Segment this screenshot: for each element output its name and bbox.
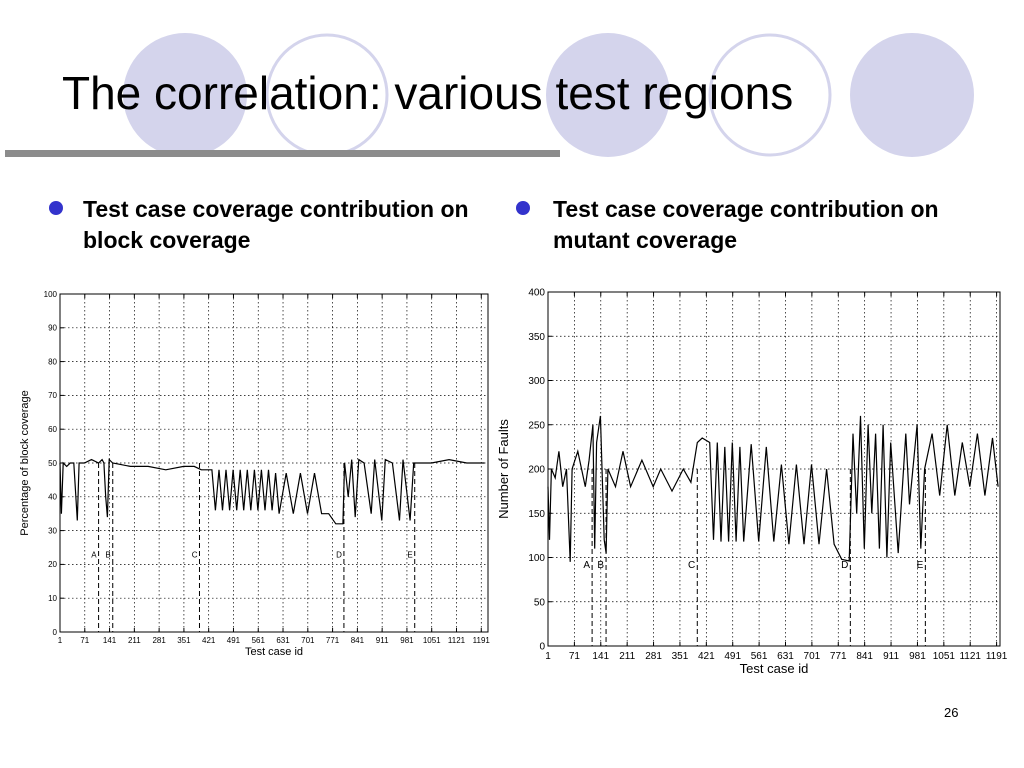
x-tick-label: 351 [672, 651, 689, 662]
y-tick-label: 250 [528, 420, 545, 431]
x-tick-label: 631 [777, 651, 794, 662]
region-label: B [105, 551, 110, 560]
x-axis-label: Test case id [245, 646, 303, 658]
y-tick-label: 300 [528, 376, 545, 387]
x-tick-label: 841 [351, 636, 365, 645]
x-tick-label: 211 [619, 651, 635, 662]
x-tick-label: 631 [276, 636, 290, 645]
x-axis-label: Test case id [740, 661, 809, 676]
y-tick-label: 20 [48, 560, 57, 569]
region-label: C [192, 551, 198, 560]
x-tick-label: 1051 [423, 636, 441, 645]
x-tick-label: 911 [376, 636, 389, 645]
x-tick-label: 281 [645, 651, 662, 662]
x-tick-label: 1121 [959, 651, 981, 662]
x-tick-label: 1 [545, 651, 551, 662]
x-tick-label: 1191 [986, 651, 1008, 662]
bullet-dot [516, 201, 530, 215]
y-tick-label: 10 [48, 594, 57, 603]
x-tick-label: 911 [883, 651, 899, 662]
x-tick-label: 1051 [933, 651, 956, 662]
y-tick-label: 200 [528, 465, 545, 476]
x-tick-label: 211 [128, 636, 141, 645]
y-tick-label: 70 [48, 391, 57, 400]
region-label: A [91, 551, 97, 560]
region-label: B [597, 560, 604, 571]
x-tick-label: 351 [177, 636, 191, 645]
bullet-dot [49, 201, 63, 215]
x-tick-label: 701 [301, 636, 315, 645]
bullet: Test case coverage contribution on mutan… [553, 196, 939, 253]
x-tick-label: 561 [751, 651, 768, 662]
x-tick-label: 141 [103, 636, 117, 645]
circle [850, 33, 974, 157]
x-tick-label: 141 [592, 651, 609, 662]
y-tick-label: 80 [48, 357, 57, 366]
region-label: C [688, 560, 695, 571]
y-tick-label: 100 [528, 553, 545, 564]
y-tick-label: 90 [48, 324, 57, 333]
x-tick-label: 981 [400, 636, 414, 645]
x-tick-label: 71 [569, 651, 581, 662]
x-tick-label: 491 [724, 651, 741, 662]
y-tick-label: 60 [48, 425, 57, 434]
y-tick-label: 0 [53, 628, 58, 637]
region-label: D [336, 551, 342, 560]
x-tick-label: 1121 [448, 636, 466, 645]
data-line [547, 415, 999, 562]
circle [546, 33, 670, 157]
region-label: E [407, 551, 412, 560]
x-tick-label: 71 [80, 636, 89, 645]
y-axis-label: Percentage of block coverage [19, 390, 31, 536]
y-tick-label: 150 [528, 509, 545, 520]
data-line [59, 458, 485, 525]
y-axis-label: Number of Faults [496, 419, 511, 519]
y-tick-label: 50 [534, 597, 546, 608]
x-tick-label: 701 [804, 651, 821, 662]
y-tick-label: 100 [44, 290, 58, 299]
x-tick-label: 421 [202, 636, 216, 645]
x-tick-label: 281 [152, 636, 166, 645]
x-tick-label: 491 [227, 636, 241, 645]
x-tick-label: 841 [856, 651, 873, 662]
y-tick-label: 50 [48, 459, 57, 468]
x-tick-label: 1191 [473, 636, 491, 645]
y-tick-label: 0 [539, 642, 545, 653]
x-tick-label: 1 [58, 636, 63, 645]
region-label: D [841, 560, 848, 571]
page-number: 26 [944, 705, 959, 720]
y-tick-label: 400 [528, 288, 545, 299]
x-tick-label: 561 [252, 636, 266, 645]
circle [123, 33, 247, 157]
bullet: Test case coverage contribution on block… [83, 196, 469, 253]
x-tick-label: 981 [909, 651, 926, 662]
circle [708, 33, 832, 157]
region-label: E [917, 560, 924, 571]
y-tick-label: 350 [528, 332, 545, 343]
y-tick-label: 40 [48, 493, 57, 502]
x-tick-label: 421 [698, 651, 715, 662]
slide-title: The correlation: various test regions [62, 67, 794, 119]
x-tick-label: 771 [830, 651, 847, 662]
x-tick-label: 771 [326, 636, 340, 645]
y-tick-label: 30 [48, 526, 57, 535]
title-rule [5, 150, 560, 157]
region-label: A [583, 560, 590, 571]
